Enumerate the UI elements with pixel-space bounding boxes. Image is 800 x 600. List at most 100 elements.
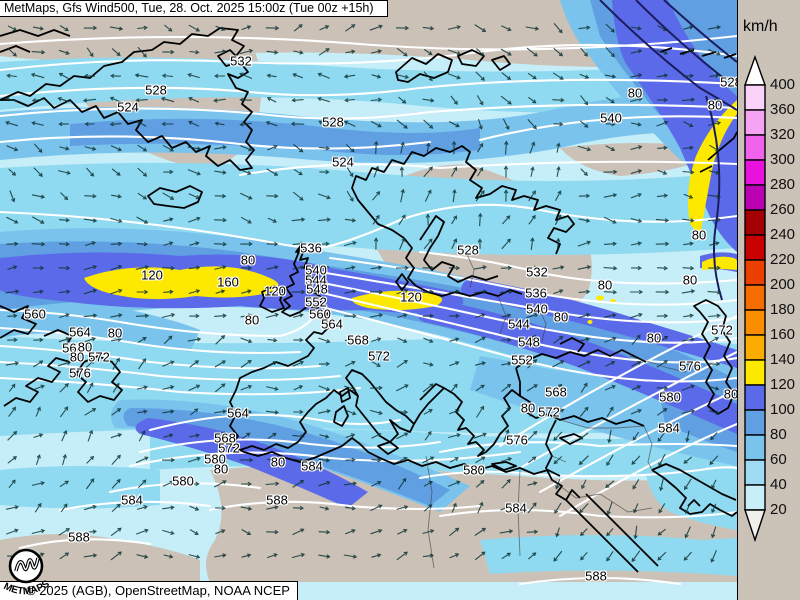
height-contour-label: 584 — [505, 500, 527, 516]
legend-value-label: 360 — [770, 101, 796, 118]
height-contour-label: 540 — [526, 301, 548, 317]
legend-value-label: 140 — [770, 351, 796, 368]
height-contour-label: 564 — [227, 405, 249, 421]
height-contour-label: 564 — [321, 316, 343, 332]
map-title-text: MetMaps, Gfs Wind500, Tue, 28. Oct. 2025… — [4, 1, 374, 15]
height-contour-lines — [0, 34, 737, 586]
legend-color-box — [744, 184, 766, 211]
legend-color-box — [744, 309, 766, 336]
legend-panel: km/h 400 360 320 300 280 260 240 220 200 180 160 14… — [737, 0, 800, 600]
height-contour-label: 544 — [305, 272, 327, 288]
legend-value-label: 400 — [770, 76, 796, 93]
height-contour-label: 524 — [117, 99, 139, 115]
wind-speed-label: 120 — [400, 289, 422, 305]
height-contour-label: 540 — [600, 110, 622, 126]
height-contour-label: 584 — [301, 458, 323, 474]
wind-speed-label: 80 — [707, 97, 723, 113]
wind-speed-label: 80 — [107, 325, 123, 341]
jet-contour-lines — [599, 0, 737, 301]
legend-value-label: 120 — [770, 376, 796, 393]
legend-value-label: 280 — [770, 176, 796, 193]
legend-unit-label: km/h — [743, 18, 778, 35]
legend-value-label: 180 — [770, 301, 796, 318]
height-contour-label: 568 — [214, 430, 236, 446]
height-contour-label: 532 — [230, 53, 252, 69]
height-contour-label: 568 — [62, 340, 84, 356]
legend-color-box — [744, 259, 766, 286]
wind-speed-label: 80 — [520, 400, 536, 416]
metmaps-logo: METMAPS — [2, 548, 52, 597]
height-contour-label: 560 — [24, 306, 46, 322]
legend-color-box — [744, 334, 766, 361]
height-contour-label: 564 — [69, 324, 91, 340]
legend-value-label: 300 — [770, 151, 796, 168]
legend-color-box — [744, 109, 766, 136]
height-contour-label: 568 — [545, 384, 567, 400]
legend-value-label: 220 — [770, 251, 796, 268]
wind-speed-label: 80 — [646, 330, 662, 346]
legend-color-box — [744, 409, 766, 436]
legend-value-label: 100 — [770, 401, 796, 418]
height-contour-label: 572 — [88, 349, 110, 365]
legend-color-box — [744, 234, 766, 261]
legend-color-box — [744, 284, 766, 311]
legend-value-label: 320 — [770, 126, 796, 143]
height-contour-label: 580 — [204, 451, 226, 467]
weather-map-graphic — [0, 0, 737, 586]
wind-speed-label: 80 — [270, 454, 286, 470]
height-contour-label: 584 — [121, 492, 143, 508]
height-contour-label: 588 — [585, 568, 607, 584]
height-contour-label: 572 — [711, 322, 733, 338]
legend-color-box — [744, 134, 766, 161]
legend-color-box — [744, 209, 766, 236]
wind-speed-label: 120 — [264, 283, 286, 299]
height-contour-label: 552 — [305, 294, 327, 310]
legend-value-label: 40 — [770, 476, 787, 493]
height-contour-label: 576 — [69, 365, 91, 381]
legend-value-label: 80 — [770, 426, 787, 443]
map-canvas: 532 528 524 528 524 540 528 536 540 544 548 552 560 5… — [0, 0, 742, 586]
height-contour-label: 584 — [658, 420, 680, 436]
wind-speed-label: 80 — [553, 309, 569, 325]
wind-speed-label: 80 — [69, 349, 85, 365]
height-contour-label: 548 — [306, 281, 328, 297]
legend-color-box — [744, 459, 766, 486]
legend-value-label: 240 — [770, 226, 796, 243]
wind-speed-label: 80 — [213, 461, 229, 477]
height-contour-label: 588 — [266, 492, 288, 508]
wind-speed-label: 80 — [627, 85, 643, 101]
wind-speed-label: 80 — [691, 227, 707, 243]
footer-bar: © 2025 (AGB), OpenStreetMap, NOAA NCEP — [0, 581, 298, 600]
height-contour-label: 576 — [679, 358, 701, 374]
legend-value-label: 160 — [770, 326, 796, 343]
legend-value-label: 60 — [770, 451, 787, 468]
title-bar: MetMaps, Gfs Wind500, Tue, 28. Oct. 2025… — [0, 0, 388, 17]
legend-color-box — [744, 484, 766, 511]
height-contour-label: 576 — [506, 432, 528, 448]
legend-value-label: 200 — [770, 276, 796, 293]
wind-speed-label: 160 — [217, 274, 239, 290]
height-contour-label: 540 — [305, 262, 327, 278]
legend-color-box — [744, 434, 766, 461]
wind-speed-label: 80 — [682, 272, 698, 288]
wind-arrows — [5, 23, 722, 563]
height-contour-label: 572 — [218, 440, 240, 456]
legend-value-label: 20 — [770, 501, 787, 518]
wind-speed-label: 80 — [240, 252, 256, 268]
height-contour-label: 580 — [172, 473, 194, 489]
wind-speed-label: 80 — [723, 386, 739, 402]
height-contour-label: 568 — [347, 332, 369, 348]
legend-color-box — [744, 359, 766, 386]
legend-below-range-arrow — [744, 509, 766, 543]
legend-above-range-arrow — [744, 54, 766, 86]
wind-speed-label: 120 — [141, 267, 163, 283]
height-contour-label: 536 — [300, 240, 322, 256]
wind-speed-label: 80 — [244, 312, 260, 328]
height-contour-label: 528 — [322, 114, 344, 130]
height-contour-label: 572 — [368, 348, 390, 364]
legend-color-box — [744, 159, 766, 186]
height-contour-label: 548 — [518, 334, 540, 350]
copyright-text: © 2025 (AGB), OpenStreetMap, NOAA NCEP — [26, 583, 290, 598]
height-contour-label: 544 — [508, 316, 530, 332]
